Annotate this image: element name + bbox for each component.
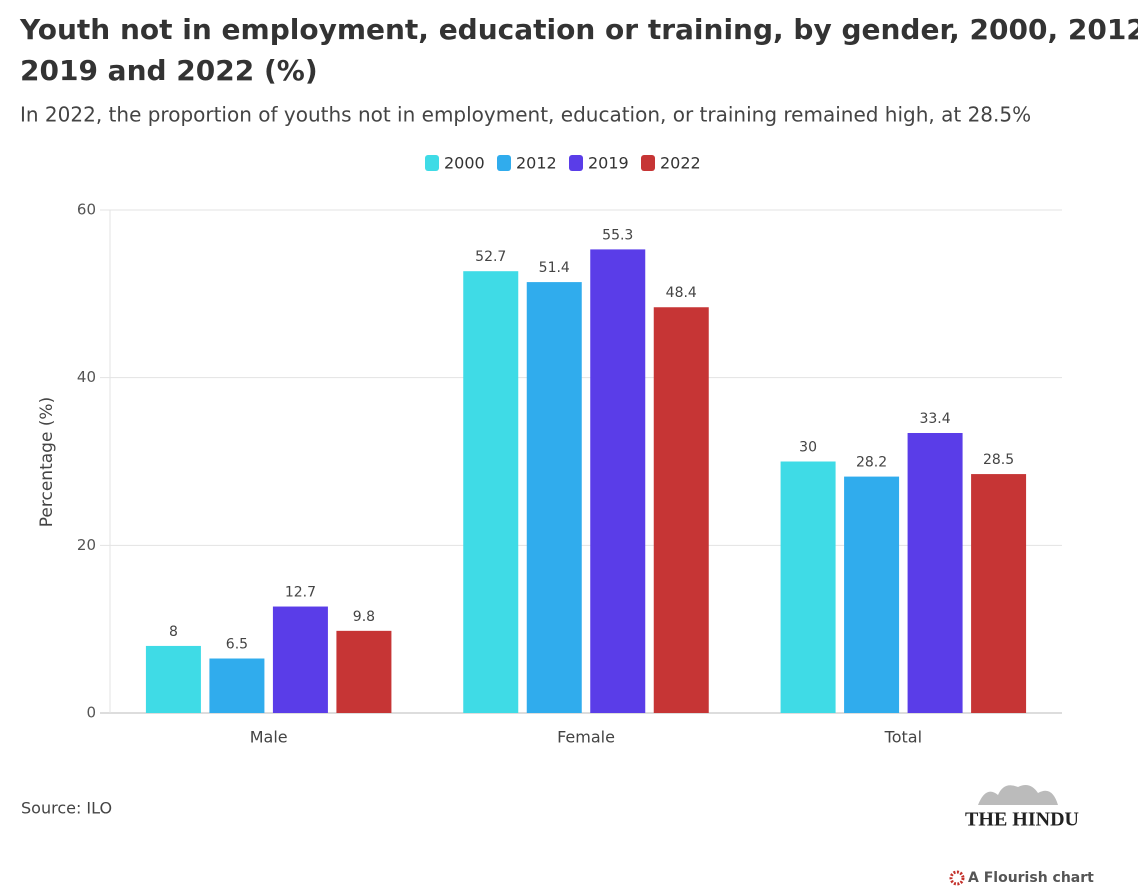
bar [145,645,201,713]
y-tick-label: 60 [77,201,96,219]
legend-swatch [497,155,511,171]
data-label: 28.2 [856,455,887,471]
y-axis-label: Percentage (%) [37,397,57,527]
bar [844,476,900,713]
x-tick-label: Male [250,728,288,747]
data-label: 52.7 [475,249,506,265]
logo-emblem [978,785,1058,805]
legend-swatch [425,155,439,171]
legend-label: 2000 [444,154,485,173]
data-label: 55.3 [602,227,633,243]
data-label: 12.7 [285,585,316,601]
chart-title: 2019 and 2022 (%) [20,54,318,87]
bar [971,474,1027,713]
bar [336,630,392,713]
y-tick-label: 40 [77,368,96,386]
y-tick-label: 0 [86,704,96,722]
brand: THE HINDU [965,809,1079,831]
data-label: 30 [799,440,817,456]
brand-logo: THE HINDU [965,785,1079,831]
chart-title: Youth not in employment, education or tr… [19,13,1138,46]
legend-label: 2019 [588,154,629,173]
bar [526,282,582,713]
x-tick-label: Total [884,728,922,747]
bar [590,249,646,713]
data-label: 48.4 [666,285,697,301]
flourish-credit: A Flourish chart [949,870,1094,886]
credit-icon [949,870,965,886]
data-label: 8 [169,624,178,640]
bar [653,307,709,713]
legend-swatch [569,155,583,171]
x-tick-label: Female [557,728,615,747]
bar [209,658,265,713]
y-tick-label: 20 [77,536,96,554]
source: Source: ILO [21,799,112,818]
credit: A Flourish chart [968,870,1094,886]
chart-subtitle: In 2022, the proportion of youths not in… [20,103,1031,127]
bar [907,432,963,713]
legend-label: 2012 [516,154,557,173]
data-label: 33.4 [919,411,950,427]
data-label: 28.5 [983,452,1014,468]
bar [463,271,519,713]
data-label: 51.4 [539,260,570,276]
data-label: 6.5 [226,637,248,653]
bar [780,461,836,713]
legend-label: 2022 [660,154,701,173]
legend-swatch [641,155,655,171]
bar [272,606,328,713]
data-label: 9.8 [353,609,375,625]
